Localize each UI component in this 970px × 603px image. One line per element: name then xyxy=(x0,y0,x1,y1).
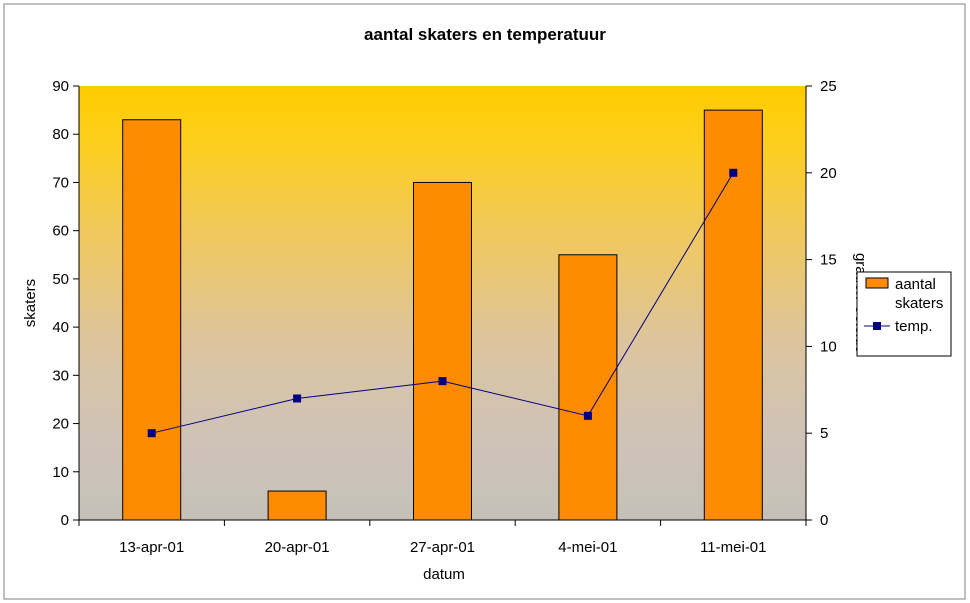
y-tick-label: 90 xyxy=(52,78,69,95)
y-tick-label: 80 xyxy=(52,126,69,143)
y-tick-label: 30 xyxy=(52,367,69,384)
bar-27-apr-01 xyxy=(413,181,472,521)
y2-tick-label: 20 xyxy=(820,165,837,182)
y-tick-label: 50 xyxy=(52,271,69,288)
chart-title: aantal skaters en temperatuur xyxy=(364,25,606,44)
legend-label-skaters-line2: skaters xyxy=(895,295,943,312)
temp-point-11-mei-01 xyxy=(729,168,738,177)
bar-11-mei-01 xyxy=(703,109,763,521)
y2-tick-label: 15 xyxy=(820,252,837,269)
y2-tick-label: 25 xyxy=(820,78,837,95)
temp-point-13-apr-01 xyxy=(147,429,156,438)
legend-label-temp: temp. xyxy=(895,318,933,335)
legend-label-skaters-line1: aantal xyxy=(895,276,936,293)
legend-swatch-skaters xyxy=(865,277,889,289)
y-tick-label: 20 xyxy=(52,416,69,433)
legend: aantal skaters temp. xyxy=(856,271,952,357)
legend-marker-temp xyxy=(873,322,881,330)
y-tick-label: 0 xyxy=(61,512,69,529)
y2-tick-label: 5 xyxy=(820,425,828,442)
temp-point-20-apr-01 xyxy=(293,394,302,403)
bar-4-mei-01 xyxy=(558,254,618,521)
y-axis-title: skaters xyxy=(22,279,39,327)
temp-point-27-apr-01 xyxy=(438,377,447,386)
y-tick-label: 60 xyxy=(52,223,69,240)
x-tick-label: 13-apr-01 xyxy=(119,539,184,556)
y-tick-label: 70 xyxy=(52,174,69,191)
y2-tick-label: 0 xyxy=(820,512,828,529)
bar-20-apr-01 xyxy=(267,490,327,521)
x-tick-label: 20-apr-01 xyxy=(265,539,330,556)
x-axis-title: datum xyxy=(423,566,465,583)
x-tick-label: 11-mei-01 xyxy=(700,539,766,556)
x-tick-label: 4-mei-01 xyxy=(558,539,617,556)
y2-tick-label: 10 xyxy=(820,338,837,355)
bar-13-apr-01 xyxy=(122,119,182,521)
x-tick-label: 27-apr-01 xyxy=(410,539,475,556)
y-tick-label: 40 xyxy=(52,319,69,336)
y-tick-label: 10 xyxy=(52,464,69,481)
temp-point-4-mei-01 xyxy=(583,411,592,420)
